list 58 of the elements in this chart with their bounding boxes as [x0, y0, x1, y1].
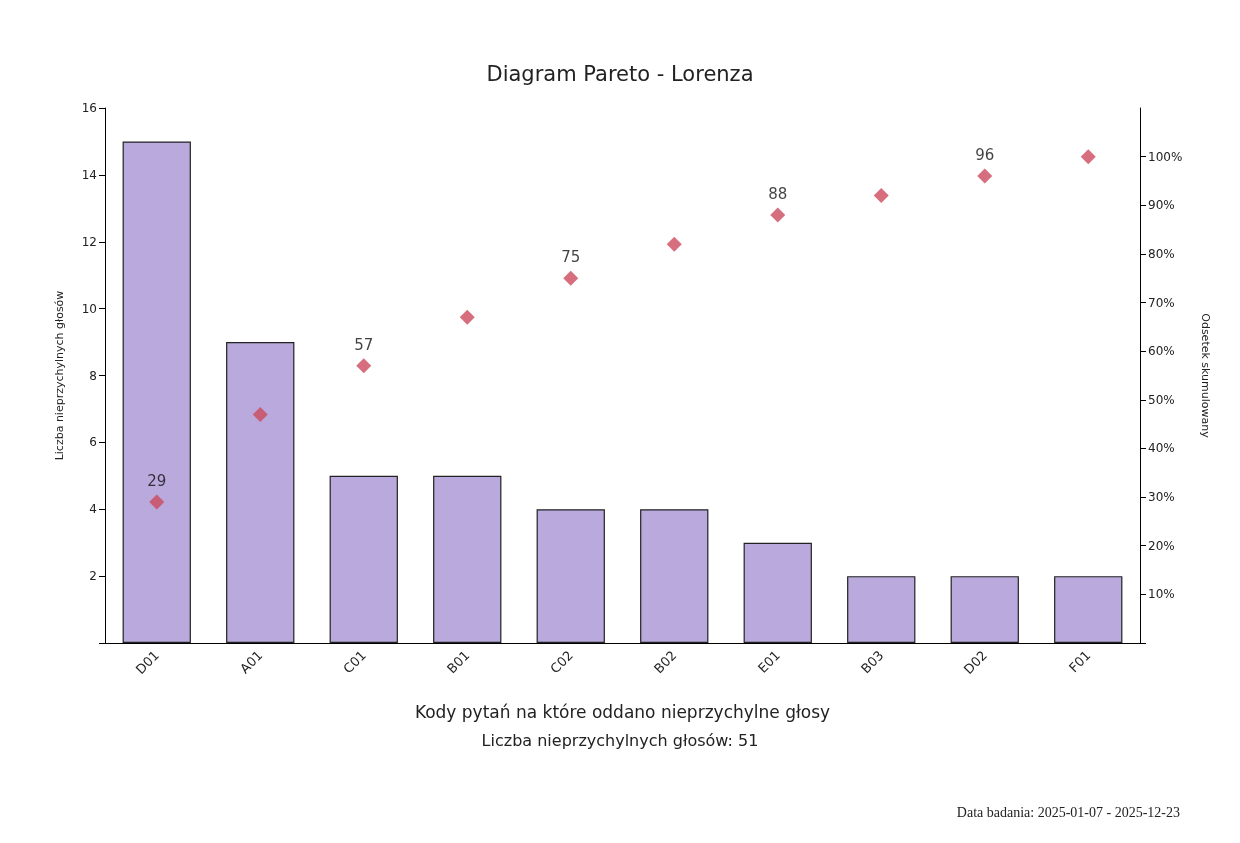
point [563, 270, 579, 286]
y-axis-title: Liczba nieprzychylnych głosów [53, 290, 66, 461]
y-tick-label: 10 [81, 301, 97, 316]
y-tick-label: 14 [81, 167, 97, 182]
y2-tick-label: 70% [1148, 295, 1175, 310]
x-tick-label: C01 [340, 647, 370, 677]
data-label: 57 [354, 335, 374, 354]
y-tick-label: 8 [89, 368, 97, 383]
y2-tick-label: 50% [1148, 392, 1175, 407]
point [149, 494, 165, 510]
y-tick-label: 16 [81, 101, 97, 115]
y2-tick-label: 90% [1148, 198, 1175, 213]
point [252, 406, 268, 422]
data-label: 88 [768, 185, 788, 203]
bar [950, 576, 1019, 643]
bar [329, 475, 398, 643]
bar [536, 509, 605, 643]
x-tick-label: E01 [754, 647, 784, 676]
point [356, 358, 372, 374]
y2-tick-label: 20% [1148, 538, 1175, 553]
x-tick-label: B01 [443, 647, 473, 677]
x-tick-label: B03 [857, 647, 887, 677]
y2-tick-label: 30% [1148, 490, 1175, 505]
data-label: 96 [975, 146, 995, 165]
x-tick-label: A01 [236, 647, 266, 677]
point [873, 188, 889, 204]
bar [122, 141, 191, 643]
y2-tick-label: 10% [1148, 587, 1175, 602]
x-tick-label: F01 [1065, 647, 1094, 676]
x-tick-label: D01 [132, 647, 163, 678]
bar [226, 342, 295, 643]
point [770, 207, 786, 223]
x-tick-label: B02 [650, 647, 680, 677]
x-axis-title: Kody pytań na które oddano nieprzychylne głosy [414, 701, 831, 722]
bar [640, 509, 709, 643]
text: Liczba nieprzychylnych głosów: 51 [481, 730, 759, 750]
y-tick-label: 6 [89, 435, 97, 450]
y2-tick-label: 80% [1148, 246, 1175, 261]
point [666, 236, 682, 252]
x-tick-label: C02 [547, 647, 577, 677]
bar [1054, 576, 1123, 643]
bar [847, 576, 916, 643]
y2-axis-title: Odsetek skumulowany [1199, 313, 1212, 439]
bar [433, 475, 502, 643]
y2-tick-label: 40% [1148, 441, 1175, 456]
y-tick-label: 4 [89, 502, 97, 517]
point [977, 168, 993, 184]
point [1080, 149, 1096, 165]
data-label: 29 [147, 471, 167, 490]
point [459, 309, 475, 325]
y2-tick-label: 60% [1148, 344, 1175, 359]
y-tick-label: 12 [81, 234, 97, 249]
bar [743, 542, 812, 643]
y-tick-label: 2 [89, 569, 97, 584]
y2-tick-label: 100% [1148, 149, 1183, 164]
chart-title: Diagram Pareto - Lorenza [486, 61, 754, 86]
text: Data badania: 2025-01-07 - 2025-12-23 [956, 804, 1181, 820]
data-label: 75 [561, 248, 581, 267]
